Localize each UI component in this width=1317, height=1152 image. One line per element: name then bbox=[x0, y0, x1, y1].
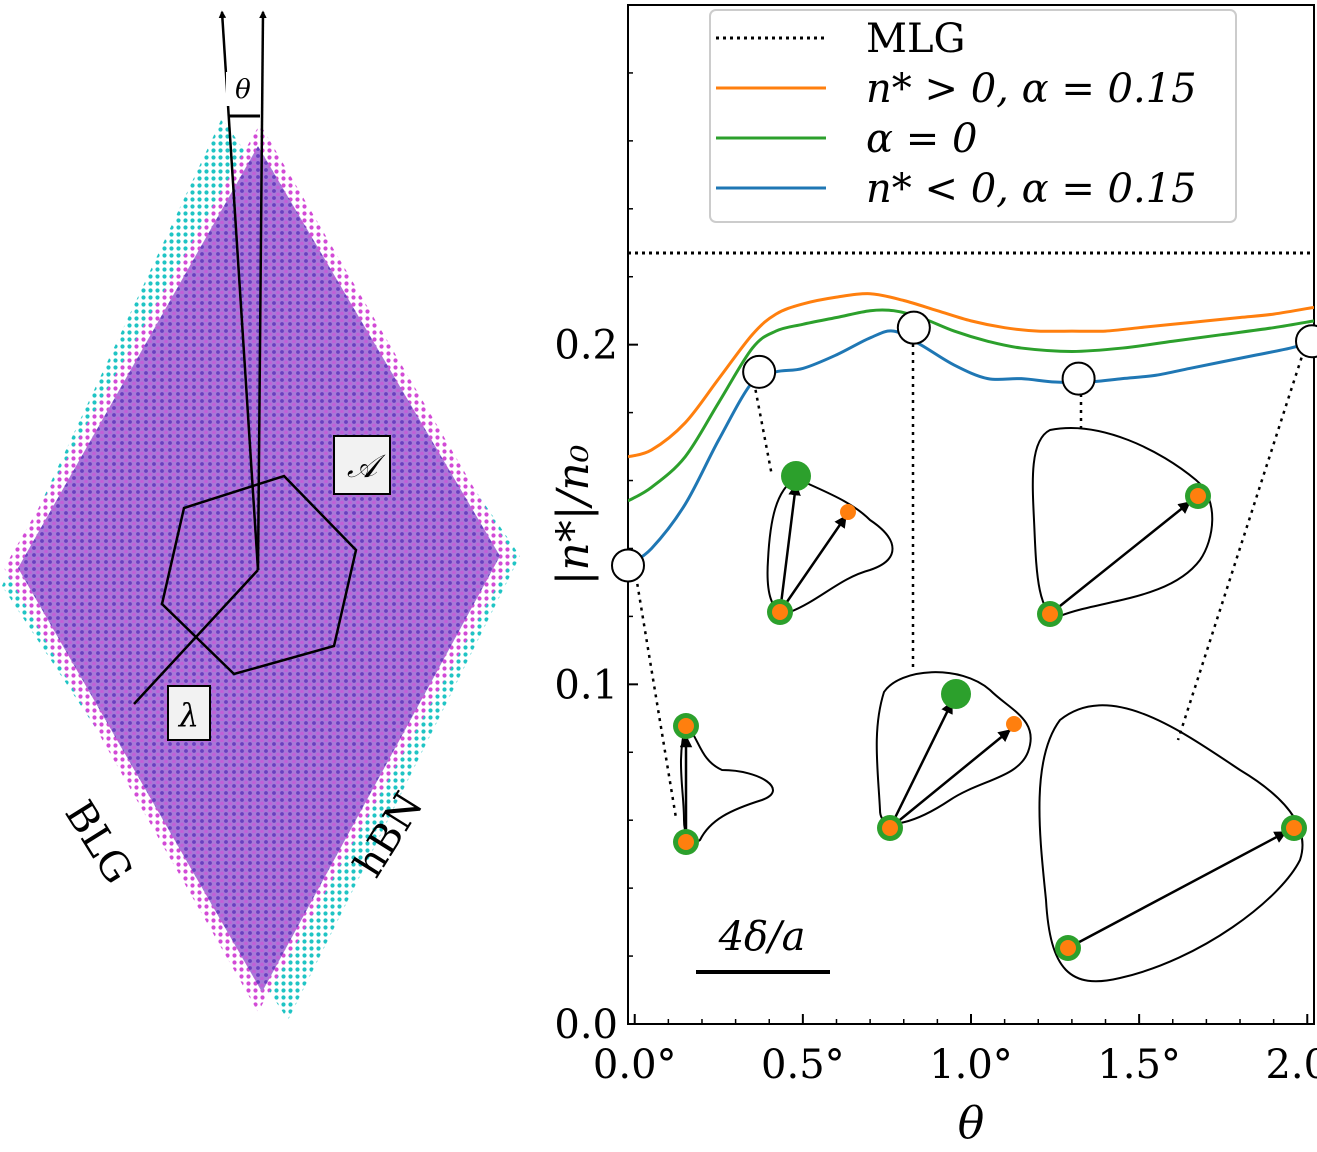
scale-bar-label: 4δ/a bbox=[718, 914, 806, 960]
fermi-contour-2 bbox=[766, 476, 894, 614]
open-marker-4 bbox=[1061, 361, 1096, 396]
fermi-vector-3a bbox=[888, 700, 954, 829]
orange-node-5b bbox=[1060, 940, 1076, 956]
fermi-vector-5 bbox=[1067, 830, 1288, 950]
theta-label: θ bbox=[235, 75, 251, 105]
legend-label-blue: n* < 0, α = 0.15 bbox=[866, 166, 1197, 212]
orange-node-1b bbox=[678, 834, 694, 850]
legend-box bbox=[709, 9, 1237, 223]
fermi-inset-5 bbox=[1038, 704, 1307, 983]
moire-lattice-panel: θ 𝒜 λ BLG hBN bbox=[2, 10, 520, 1020]
y-ticks: 0.0 0.1 0.2 bbox=[554, 72, 638, 1048]
series-line-2 bbox=[628, 308, 1314, 503]
x-tick-label: 2.0° bbox=[1265, 1042, 1317, 1088]
chart-panel: 0.0 0.1 0.2 0.0° 0.5° 1.0° 1.5° 2.0° bbox=[548, 4, 1317, 1149]
fermi-vector-2a bbox=[778, 482, 801, 613]
fermi-inset-2 bbox=[766, 461, 894, 625]
connector-1 bbox=[634, 575, 678, 819]
blg-label: BLG bbox=[56, 793, 142, 892]
open-marker-2 bbox=[742, 354, 777, 389]
green-node-3a bbox=[941, 679, 971, 709]
y-tick-label: 0.2 bbox=[554, 323, 618, 369]
marker-layer bbox=[611, 310, 1317, 583]
fermi-contour-5 bbox=[1038, 704, 1304, 983]
fermi-vector-3b bbox=[889, 729, 1011, 829]
orange-node-4a bbox=[1190, 488, 1206, 504]
orange-node-1a bbox=[678, 718, 694, 734]
blg-direction-arrow bbox=[256, 10, 267, 571]
orange-node-3b bbox=[1006, 716, 1022, 732]
y-axis-label: |n*|/n₀ bbox=[548, 444, 599, 585]
green-node-2a bbox=[781, 461, 811, 491]
inset-connectors bbox=[634, 336, 1306, 819]
orange-node-2b bbox=[840, 504, 856, 520]
fermi-contour-1 bbox=[679, 721, 774, 843]
x-tick-label: 1.5° bbox=[1097, 1042, 1181, 1088]
fermi-inset-4 bbox=[1031, 427, 1214, 627]
orange-node-3c bbox=[882, 820, 898, 836]
fermi-vector-4 bbox=[1049, 501, 1191, 615]
orange-node-4b bbox=[1042, 606, 1058, 622]
legend-label-green: α = 0 bbox=[866, 116, 977, 162]
moire-unit-cell bbox=[160, 474, 358, 676]
fermi-contour-4 bbox=[1031, 427, 1214, 618]
open-marker-1 bbox=[611, 548, 645, 583]
fermi-inset-1 bbox=[673, 713, 774, 855]
x-tick-label: 0.5° bbox=[761, 1042, 845, 1088]
fermi-vector-2b bbox=[778, 514, 848, 613]
legend: MLG n* > 0, α = 0.15 α = 0 n* < 0, α = 0… bbox=[709, 9, 1237, 223]
fermi-inset-3 bbox=[875, 671, 1032, 841]
area-label-box bbox=[333, 435, 391, 495]
wavelength-line bbox=[133, 569, 259, 705]
wavelength-label-box bbox=[167, 685, 211, 741]
wavelength-label: λ bbox=[177, 696, 199, 734]
open-marker-5 bbox=[1295, 324, 1317, 359]
x-axis-label: θ bbox=[958, 1098, 985, 1149]
series-line-3 bbox=[628, 329, 1314, 567]
orange-node-2c bbox=[772, 604, 788, 620]
orange-node-5a bbox=[1286, 820, 1302, 836]
open-marker-3 bbox=[896, 310, 931, 345]
series-layer bbox=[628, 251, 1314, 567]
y-tick-label: 0.1 bbox=[554, 662, 618, 708]
connector-5 bbox=[1176, 349, 1306, 741]
theta-label-box bbox=[226, 72, 260, 106]
x-tick-label: 0.0° bbox=[593, 1042, 677, 1088]
connector-2 bbox=[752, 381, 774, 477]
series-line-1 bbox=[628, 292, 1314, 459]
y-tick-label: 0.0 bbox=[554, 1002, 618, 1048]
fermi-contour-3 bbox=[875, 671, 1032, 825]
legend-label-orange: n* > 0, α = 0.15 bbox=[866, 66, 1197, 112]
legend-label-mlg: MLG bbox=[866, 16, 965, 62]
x-tick-label: 1.0° bbox=[929, 1042, 1013, 1088]
x-ticks: 0.0° 0.5° 1.0° 1.5° 2.0° bbox=[593, 1014, 1317, 1088]
